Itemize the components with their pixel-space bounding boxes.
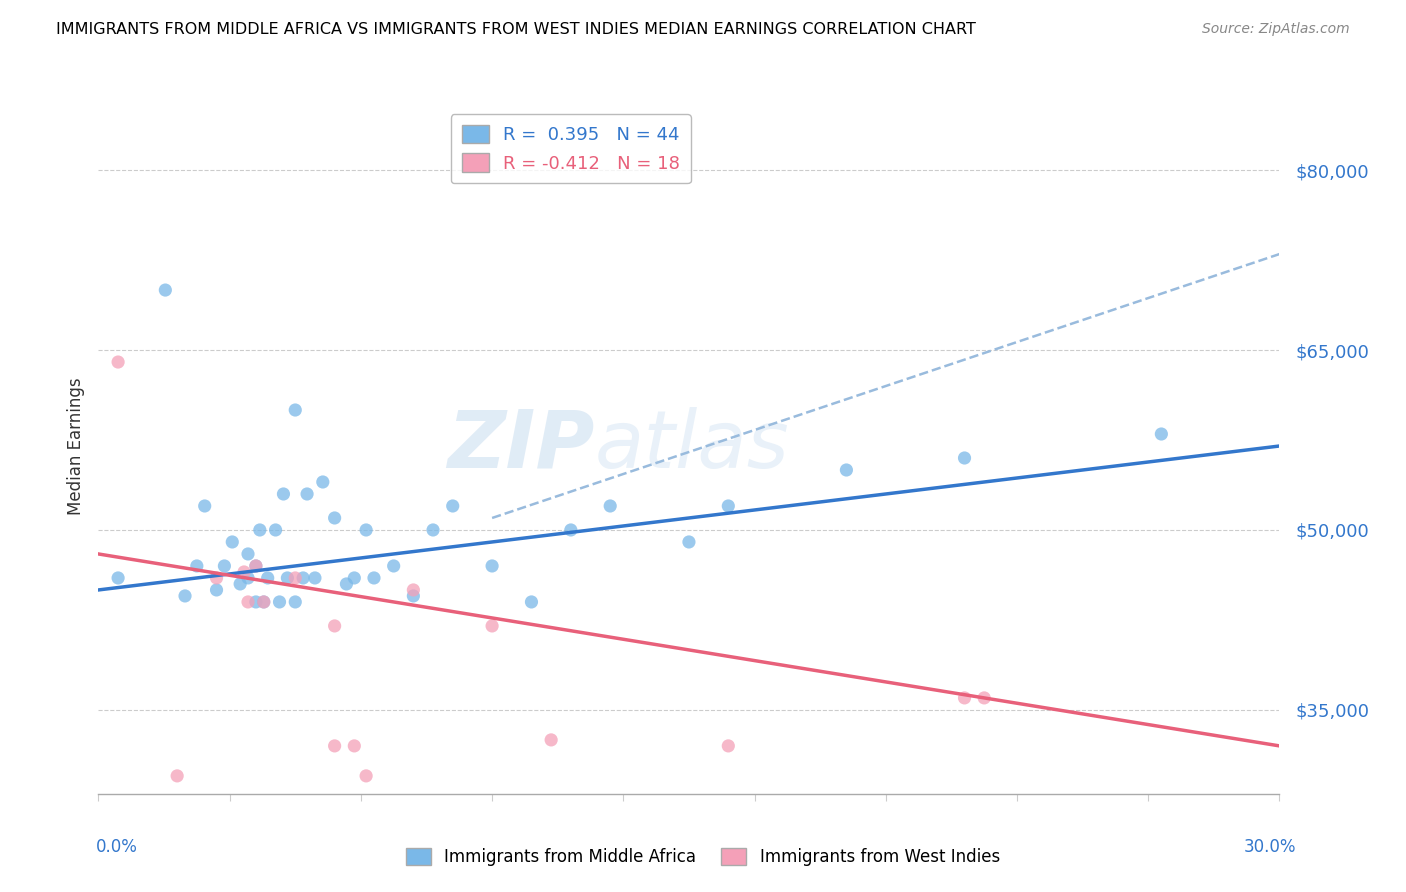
Point [295,487,318,501]
Point [560,523,582,537]
Point [269,595,291,609]
Point [236,547,259,561]
Point [1150,427,1173,442]
Point [323,511,346,525]
Point [292,571,315,585]
Point [245,595,267,609]
Point [540,732,562,747]
Point [236,571,259,585]
Point [717,499,740,513]
Point [354,523,377,537]
Point [221,535,243,549]
Point [599,499,621,513]
Point [155,283,177,297]
Point [256,571,278,585]
Point [233,565,256,579]
Legend: Immigrants from Middle Africa, Immigrants from West Indies: Immigrants from Middle Africa, Immigrant… [399,841,1007,873]
Point [323,619,346,633]
Point [284,403,307,417]
Point [245,558,267,573]
Point [205,571,228,585]
Point [276,571,298,585]
Point [354,769,377,783]
Point [245,558,267,573]
Point [382,558,405,573]
Text: Source: ZipAtlas.com: Source: ZipAtlas.com [1202,22,1350,37]
Point [343,739,366,753]
Legend: R =  0.395   N = 44, R = -0.412   N = 18: R = 0.395 N = 44, R = -0.412 N = 18 [451,114,690,184]
Text: 30.0%: 30.0% [1244,838,1296,855]
Point [422,523,444,537]
Point [402,589,425,603]
Point [973,690,995,705]
Point [205,582,228,597]
Point [363,571,385,585]
Point [107,355,129,369]
Point [249,523,271,537]
Point [481,558,503,573]
Point [481,619,503,633]
Text: atlas: atlas [595,407,789,485]
Point [284,595,307,609]
Point [953,450,976,465]
Point [953,690,976,705]
Point [107,571,129,585]
Point [284,571,307,585]
Point [835,463,858,477]
Point [402,582,425,597]
Point [717,739,740,753]
Point [253,595,276,609]
Text: 0.0%: 0.0% [96,838,138,855]
Point [304,571,326,585]
Point [335,577,357,591]
Point [236,595,259,609]
Point [174,589,197,603]
Point [194,499,217,513]
Point [264,523,287,537]
Point [273,487,295,501]
Point [229,577,252,591]
Point [186,558,208,573]
Point [520,595,543,609]
Y-axis label: Median Earnings: Median Earnings [66,377,84,515]
Point [323,739,346,753]
Point [214,558,236,573]
Point [253,595,276,609]
Point [678,535,700,549]
Point [343,571,366,585]
Text: ZIP: ZIP [447,407,595,485]
Point [312,475,335,489]
Point [166,769,188,783]
Text: IMMIGRANTS FROM MIDDLE AFRICA VS IMMIGRANTS FROM WEST INDIES MEDIAN EARNINGS COR: IMMIGRANTS FROM MIDDLE AFRICA VS IMMIGRA… [56,22,976,37]
Point [441,499,464,513]
